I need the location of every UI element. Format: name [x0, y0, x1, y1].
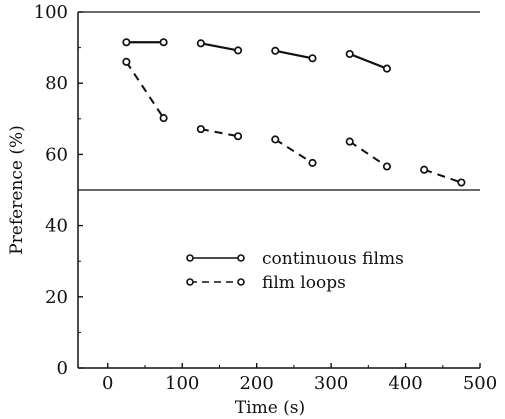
point-film-loops-3-1	[382, 162, 391, 171]
point-film-loops-4-0	[420, 165, 429, 174]
y-tick-label-100: 100	[34, 2, 68, 23]
legend-marker-film-loops-right	[237, 278, 245, 286]
point-continuous-films-0-1	[159, 38, 168, 47]
point-continuous-films-2-0	[271, 46, 280, 55]
point-continuous-films-0-0	[122, 38, 131, 47]
legend-item-film-loops: film loops	[186, 273, 346, 293]
x-tick-label-400: 400	[388, 373, 422, 394]
x-tick-label-200: 200	[239, 373, 273, 394]
y-tick-label-20: 20	[45, 287, 68, 308]
legend-item-continuous-films: continuous films	[186, 249, 404, 269]
legend-label-continuous-films: continuous films	[262, 249, 404, 269]
point-film-loops-2-0	[271, 135, 280, 144]
series-continuous-films-segment-1	[200, 42, 239, 52]
x-axis-label: Time (s)	[235, 398, 305, 418]
point-film-loops-0-1	[159, 114, 168, 123]
y-tick-label-60: 60	[45, 144, 68, 165]
point-film-loops-0-0	[122, 57, 131, 66]
point-continuous-films-2-1	[308, 54, 317, 63]
point-continuous-films-3-0	[345, 49, 354, 59]
x-tick-label-500: 500	[463, 373, 497, 394]
tick-labels: 0 20 40 60 80 100 0 100 200 300 400 500	[34, 2, 498, 394]
legend-marker-continuous-films-right	[237, 254, 245, 262]
y-tick-label-0: 0	[57, 358, 68, 379]
y-tick-label-80: 80	[45, 73, 68, 94]
series-continuous-films-segment-2	[275, 49, 313, 60]
legend-marker-film-loops-left	[186, 278, 194, 286]
point-continuous-films-1-1	[234, 46, 243, 55]
point-film-loops-1-0	[196, 125, 205, 134]
series-continuous-films-segment-3	[349, 52, 388, 70]
axes	[77, 11, 481, 369]
point-film-loops-1-1	[234, 132, 243, 141]
series-film-loops-segment-0	[125, 61, 165, 119]
y-axis-label: Preference (%)	[7, 125, 27, 255]
series-film-loops-segment-4	[423, 168, 462, 184]
x-tick-label-100: 100	[165, 373, 199, 394]
series-film-loops-segment-1	[200, 128, 239, 138]
series-film-loops-segment-2	[274, 138, 314, 164]
legend-marker-continuous-films-left	[186, 254, 194, 262]
legend: continuous films film loops	[186, 249, 404, 293]
x-tick-label-300: 300	[314, 373, 348, 394]
series-film-loops-segment-3	[349, 140, 388, 168]
y-tick-label-40: 40	[45, 216, 68, 237]
point-film-loops-2-1	[308, 158, 317, 167]
legend-label-film-loops: film loops	[262, 273, 346, 293]
point-continuous-films-1-0	[196, 39, 205, 48]
point-film-loops-3-0	[345, 137, 354, 146]
point-continuous-films-3-1	[382, 64, 391, 73]
point-film-loops-4-1	[457, 178, 466, 187]
chart-marks	[122, 38, 466, 187]
x-tick-label-0: 0	[102, 373, 113, 394]
